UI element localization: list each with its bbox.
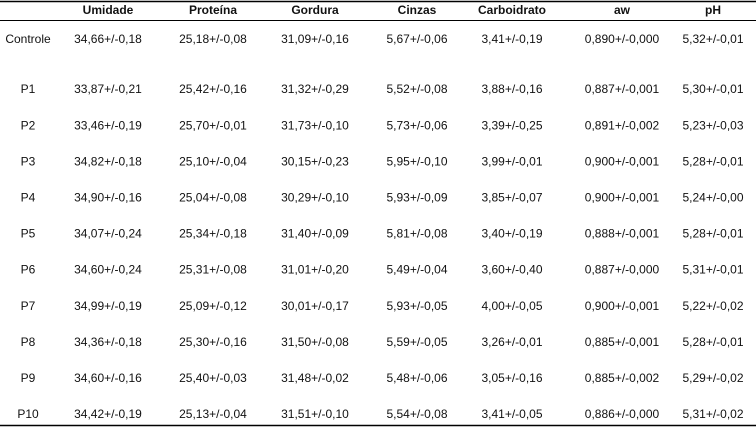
cell: 25,09+/-0,12 <box>179 299 247 313</box>
cell: 4,00+/-0,05 <box>481 299 542 313</box>
cell: 31,01+/-0,20 <box>281 263 349 277</box>
cell: 3,40+/-0,19 <box>481 227 542 241</box>
row-label: P1 <box>21 82 36 96</box>
cell: 0,885+/-0,001 <box>585 335 660 349</box>
cell: 31,40+/-0,09 <box>281 227 349 241</box>
cell: 5,22+/-0,02 <box>682 299 743 313</box>
cell: 5,73+/-0,06 <box>386 118 447 132</box>
row-label: Controle <box>5 32 51 46</box>
cell: 3,05+/-0,16 <box>481 371 542 385</box>
cell: 0,890+/-0,000 <box>585 32 660 46</box>
row-label: P9 <box>21 371 36 385</box>
cell: 25,10+/-0,04 <box>179 154 247 168</box>
cell: 3,88+/-0,16 <box>481 82 542 96</box>
cell: 0,888+/-0,001 <box>585 227 660 241</box>
cell: 33,46+/-0,19 <box>74 118 142 132</box>
cell: 5,28+/-0,01 <box>682 227 743 241</box>
cell: 5,95+/-0,10 <box>386 154 447 168</box>
cell: 25,40+/-0,03 <box>179 371 247 385</box>
cell: 25,34+/-0,18 <box>179 227 247 241</box>
cell: 31,09+/-0,16 <box>281 32 349 46</box>
cell: 5,30+/-0,01 <box>682 82 743 96</box>
cell: 5,49+/-0,04 <box>386 263 447 277</box>
cell: 31,32+/-0,29 <box>281 82 349 96</box>
cell: 34,42+/-0,19 <box>74 407 142 421</box>
cell: 0,900+/-0,001 <box>585 154 660 168</box>
cell: 0,900+/-0,001 <box>585 299 660 313</box>
cell: 5,31+/-0,02 <box>682 407 743 421</box>
cell: 5,81+/-0,08 <box>386 227 447 241</box>
cell: 34,66+/-0,18 <box>74 32 142 46</box>
cell: 5,28+/-0,01 <box>682 335 743 349</box>
cell: 25,18+/-0,08 <box>179 32 247 46</box>
column-header: Gordura <box>291 3 339 17</box>
cell: 31,50+/-0,08 <box>281 335 349 349</box>
row-label: P5 <box>21 227 36 241</box>
row-label: P10 <box>17 407 39 421</box>
row-label: P6 <box>21 263 36 277</box>
cell: 31,48+/-0,02 <box>281 371 349 385</box>
cell: 34,82+/-0,18 <box>74 154 142 168</box>
cell: 3,39+/-0,25 <box>481 118 542 132</box>
cell: 34,90+/-0,16 <box>74 190 142 204</box>
cell: 30,29+/-0,10 <box>281 190 349 204</box>
cell: 34,60+/-0,24 <box>74 263 142 277</box>
cell: 34,60+/-0,16 <box>74 371 142 385</box>
cell: 5,23+/-0,03 <box>682 118 743 132</box>
cell: 25,70+/-0,01 <box>179 118 247 132</box>
column-header: pH <box>705 3 721 17</box>
row-label: P2 <box>21 118 36 132</box>
row-label: P7 <box>21 299 36 313</box>
cell: 5,24+/-0,00 <box>682 190 743 204</box>
cell: 5,32+/-0,01 <box>682 32 743 46</box>
cell: 3,26+/-0,01 <box>481 335 542 349</box>
cell: 31,51+/-0,10 <box>281 407 349 421</box>
cell: 34,36+/-0,18 <box>74 335 142 349</box>
cell: 0,886+/-0,000 <box>585 407 660 421</box>
cell: 34,07+/-0,24 <box>74 227 142 241</box>
cell: 3,85+/-0,07 <box>481 190 542 204</box>
cell: 25,31+/-0,08 <box>179 263 247 277</box>
cell: 5,93+/-0,09 <box>386 190 447 204</box>
cell: 5,48+/-0,06 <box>386 371 447 385</box>
cell: 3,41+/-0,19 <box>481 32 542 46</box>
cell: 25,30+/-0,16 <box>179 335 247 349</box>
cell: 30,15+/-0,23 <box>281 154 349 168</box>
cell: 25,04+/-0,08 <box>179 190 247 204</box>
row-label: P8 <box>21 335 36 349</box>
cell: 3,60+/-0,40 <box>481 263 542 277</box>
column-header: Proteína <box>189 3 237 17</box>
cell: 5,93+/-0,05 <box>386 299 447 313</box>
row-label: P4 <box>21 190 36 204</box>
cell: 3,41+/-0,05 <box>481 407 542 421</box>
cell: 5,29+/-0,02 <box>682 371 743 385</box>
cell: 0,887+/-0,001 <box>585 82 660 96</box>
column-header: Umidade <box>83 3 134 17</box>
cell: 5,52+/-0,08 <box>386 82 447 96</box>
cell: 0,891+/-0,002 <box>585 118 660 132</box>
cell: 31,73+/-0,10 <box>281 118 349 132</box>
cell: 34,99+/-0,19 <box>74 299 142 313</box>
cell: 5,28+/-0,01 <box>682 154 743 168</box>
cell: 5,59+/-0,05 <box>386 335 447 349</box>
cell: 0,900+/-0,001 <box>585 190 660 204</box>
cell: 0,887+/-0,000 <box>585 263 660 277</box>
cell: 5,67+/-0,06 <box>386 32 447 46</box>
cell: 0,885+/-0,002 <box>585 371 660 385</box>
cell: 5,31+/-0,01 <box>682 263 743 277</box>
column-header: Carboidrato <box>478 3 546 17</box>
cell: 33,87+/-0,21 <box>74 82 142 96</box>
cell: 3,99+/-0,01 <box>481 154 542 168</box>
cell: 25,13+/-0,04 <box>179 407 247 421</box>
column-header: aw <box>614 3 631 17</box>
cell: 30,01+/-0,17 <box>281 299 349 313</box>
column-header: Cinzas <box>398 3 437 17</box>
row-label: P3 <box>21 154 36 168</box>
cell: 5,54+/-0,08 <box>386 407 447 421</box>
cell: 25,42+/-0,16 <box>179 82 247 96</box>
